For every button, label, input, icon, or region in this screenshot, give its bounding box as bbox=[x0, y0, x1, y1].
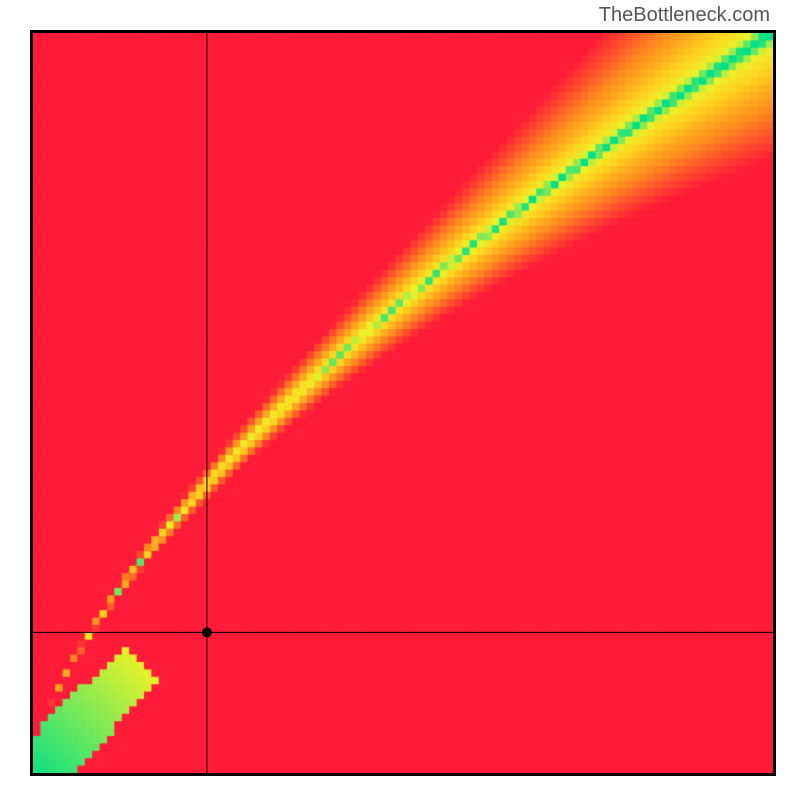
bottleneck-heatmap bbox=[33, 33, 773, 773]
attribution-text: TheBottleneck.com bbox=[599, 4, 770, 27]
chart-plot-area bbox=[30, 30, 776, 776]
figure-container: TheBottleneck.com bbox=[0, 0, 800, 800]
